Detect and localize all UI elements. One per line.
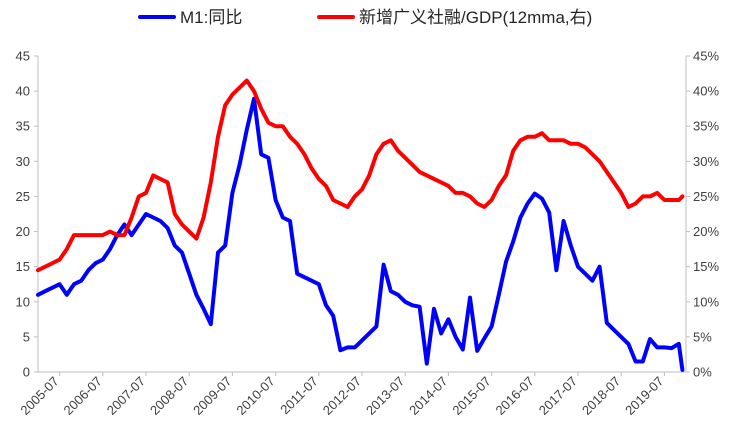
x-tick-label: 2019-07	[622, 374, 666, 418]
left-tick-label: 45	[16, 49, 30, 64]
right-tick-label: 0%	[693, 365, 712, 380]
legend-label: M1:同比	[180, 8, 242, 27]
right-tick-label: 5%	[693, 329, 712, 344]
x-tick-label: 2017-07	[536, 374, 580, 418]
x-tick-label: 2010-07	[233, 374, 277, 418]
right-tick-label: 15%	[693, 259, 719, 274]
right-tick-label: 45%	[693, 49, 719, 64]
right-tick-label: 30%	[693, 154, 719, 169]
x-tick-label: 2016-07	[493, 374, 537, 418]
right-tick-label: 20%	[693, 224, 719, 239]
tsf-gdp-line	[36, 78, 685, 273]
right-tick-label: 40%	[693, 84, 719, 99]
x-tick-label: 2014-07	[406, 374, 450, 418]
x-tick-label: 2006-07	[61, 374, 105, 418]
left-tick-label: 5	[23, 329, 30, 344]
left-tick-label: 20	[16, 224, 30, 239]
x-tick-label: 2013-07	[363, 374, 407, 418]
x-tick-label: 2008-07	[147, 374, 191, 418]
legend-label: 新增广义社融/GDP(12mma,右)	[359, 8, 592, 27]
x-tick-label: 2007-07	[104, 374, 148, 418]
left-tick-label: 40	[16, 84, 30, 99]
x-tick-label: 2009-07	[190, 374, 234, 418]
left-tick-label: 25	[16, 189, 30, 204]
left-tick-label: 0	[23, 365, 30, 380]
right-tick-label: 35%	[693, 119, 719, 134]
x-tick-label: 2011-07	[277, 374, 321, 418]
left-tick-label: 35	[16, 119, 30, 134]
right-tick-label: 10%	[693, 294, 719, 309]
left-tick-label: 30	[16, 154, 30, 169]
x-tick-label: 2005-07	[17, 374, 61, 418]
right-tick-label: 25%	[693, 189, 719, 204]
m1-yoy-line	[36, 96, 685, 372]
left-tick-label: 15	[16, 259, 30, 274]
x-tick-label: 2012-07	[320, 374, 364, 418]
left-tick-label: 10	[16, 294, 30, 309]
x-tick-label: 2015-07	[449, 374, 493, 418]
x-tick-label: 2018-07	[579, 374, 623, 418]
